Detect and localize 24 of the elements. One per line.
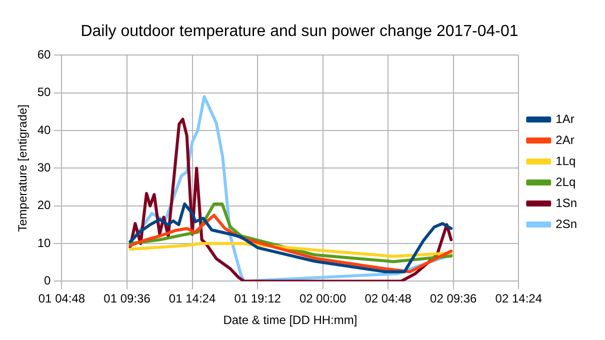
x-tick-label: 02 14:24 bbox=[495, 292, 542, 306]
y-tick-label: 40 bbox=[37, 122, 52, 137]
x-tick-label: 02 04:48 bbox=[364, 292, 412, 306]
x-tick-label: 01 14:24 bbox=[168, 292, 216, 306]
legend-label: 1Sn bbox=[556, 196, 578, 210]
y-tick-label: 10 bbox=[37, 236, 52, 250]
legend-label: 2Sn bbox=[556, 216, 578, 231]
legend-label: 1Lq bbox=[556, 154, 576, 168]
legend-label: 2Ar bbox=[556, 132, 574, 147]
x-tick-label: 01 19:12 bbox=[234, 292, 282, 306]
chart-title: Daily outdoor temperature and sun power change 2017-04-01 bbox=[80, 23, 518, 40]
y-tick-label: 20 bbox=[37, 198, 52, 212]
x-tick-label: 01 04:48 bbox=[38, 292, 86, 306]
x-tick-label: 02 00:00 bbox=[299, 292, 347, 306]
y-tick-label: 60 bbox=[37, 48, 52, 62]
y-tick-label: 30 bbox=[37, 160, 52, 175]
legend-label: 2Lq bbox=[556, 174, 576, 189]
y-tick-label: 50 bbox=[37, 85, 52, 100]
x-axis-title: Date & time [DD HH:mm] bbox=[223, 313, 358, 328]
x-tick-label: 01 09:36 bbox=[104, 292, 151, 306]
y-tick-label: 0 bbox=[44, 274, 52, 288]
legend-label: 1Ar bbox=[556, 112, 574, 126]
y-axis-title: Temperature [entigrade] bbox=[16, 104, 30, 232]
x-tick-label: 02 09:36 bbox=[430, 292, 478, 306]
